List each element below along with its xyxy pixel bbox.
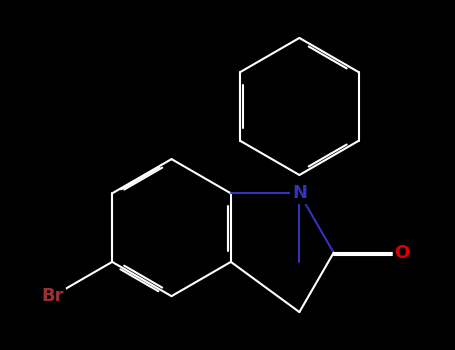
Text: Br: Br (41, 287, 64, 305)
Text: O: O (394, 244, 410, 262)
Text: N: N (292, 184, 307, 202)
